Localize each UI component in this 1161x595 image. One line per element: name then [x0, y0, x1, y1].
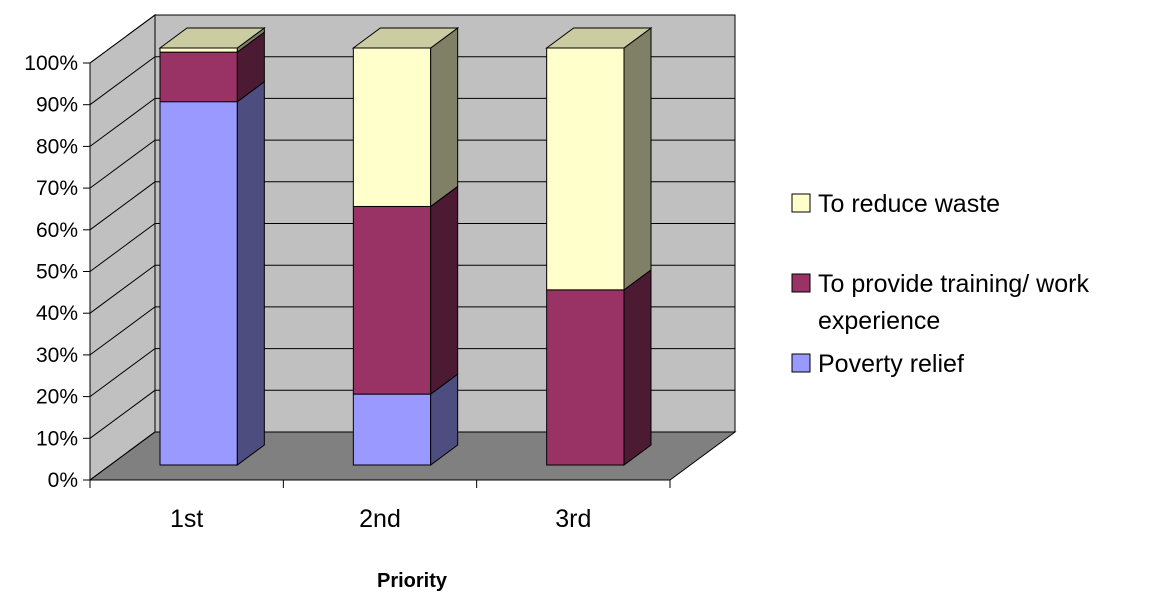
bar-front — [352, 205, 432, 395]
x-tick-label: 1st — [170, 505, 203, 533]
y-tick-label: 60% — [36, 219, 78, 242]
y-tick-label: 80% — [36, 135, 78, 158]
bar-segment — [352, 185, 459, 396]
gridline — [89, 56, 735, 106]
bar-side — [623, 27, 652, 291]
gridline — [89, 97, 735, 147]
y-tick-label: 70% — [36, 177, 78, 200]
y-tick-label: 10% — [36, 427, 78, 450]
bar-segment — [545, 27, 653, 291]
x-axis-title: Priority — [377, 570, 448, 592]
x-tick-label: 2nd — [359, 505, 401, 533]
bar-side — [430, 27, 459, 208]
bar-side — [623, 268, 652, 466]
x-axis-category-labels: 1st 2nd 3rd — [170, 505, 591, 533]
bars — [158, 27, 653, 466]
legend-label: experience — [818, 307, 940, 335]
y-tick-label: 50% — [36, 261, 78, 284]
legend-item: Poverty relief — [791, 350, 964, 378]
gridline — [89, 348, 735, 398]
gridline — [89, 14, 735, 64]
bar-segment — [352, 373, 459, 466]
y-tick-label: 100% — [24, 52, 78, 75]
y-tick-label: 0% — [48, 469, 78, 492]
y-tick-label: 20% — [36, 386, 78, 409]
legend-label: Poverty relief — [818, 350, 964, 378]
bar-segment — [546, 268, 652, 466]
bar-front — [546, 289, 625, 466]
legend-swatch — [791, 193, 811, 213]
x-tick-label: 3rd — [555, 505, 591, 533]
legend-label: To reduce waste — [818, 190, 1000, 218]
legend-label: To provide training/ work — [818, 270, 1089, 298]
y-tick-label: 30% — [36, 344, 78, 367]
bar-segment — [158, 27, 266, 54]
y-tick-label: 90% — [36, 94, 78, 117]
bar-segment — [159, 80, 265, 466]
bar-front — [159, 51, 238, 103]
legend-swatch — [791, 353, 811, 373]
bar-top — [158, 27, 266, 49]
bar-front — [159, 47, 238, 53]
y-axis-tick-labels: 0% 10% 20% 30% 40% 50% 60% 70% 80% 90% 100% — [24, 52, 78, 492]
legend: To reduce waste To provide training/ work… — [791, 190, 1089, 378]
bar-front — [546, 47, 625, 291]
legend-item: To reduce waste — [791, 190, 1000, 218]
bar-front — [352, 47, 432, 207]
bar-side — [430, 185, 459, 396]
gridline — [89, 306, 735, 356]
axes — [83, 62, 671, 488]
gridline — [89, 389, 735, 439]
gridline — [89, 223, 735, 272]
bar-segment — [351, 27, 460, 208]
gridline — [89, 431, 735, 481]
bar-top — [545, 27, 653, 49]
bar-side — [236, 80, 265, 466]
bar-front — [352, 393, 432, 466]
gridlines — [89, 14, 735, 481]
legend-item: To provide training/ work experience — [791, 270, 1089, 335]
legend-swatch — [791, 273, 811, 293]
gridline — [89, 139, 735, 189]
gridline — [89, 181, 735, 231]
bar-front — [159, 101, 238, 466]
y-tick-label: 40% — [36, 302, 78, 325]
gridline — [89, 264, 735, 314]
bar-top — [351, 27, 460, 49]
